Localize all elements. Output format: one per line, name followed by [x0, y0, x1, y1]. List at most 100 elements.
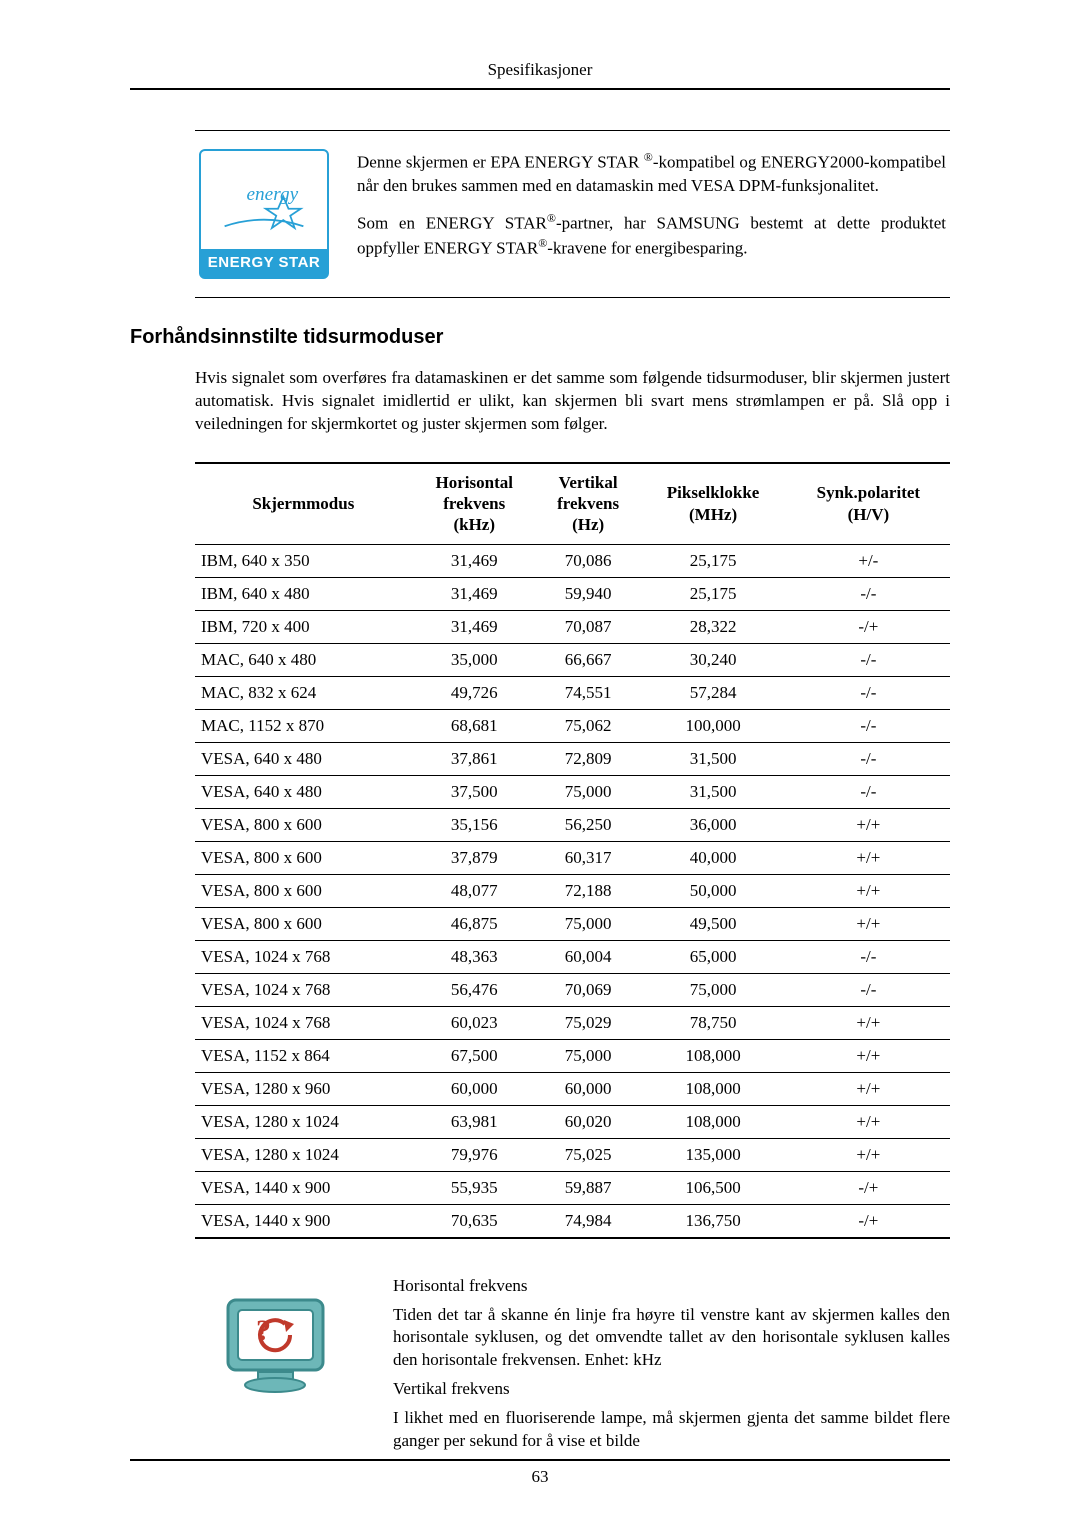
table-header-row: Skjermmodus Horisontal frekvens (kHz) Ve… [195, 463, 950, 544]
hfreq-text: Tiden det tar å skanne én linje fra høyr… [393, 1304, 950, 1373]
h-vfreq-a: Vertikal [559, 473, 618, 492]
hfreq-label: Horisontal frekvens [393, 1275, 950, 1298]
frequency-explain-text: Horisontal frekvens Tiden det tar å skan… [393, 1275, 950, 1460]
table-cell: 60,000 [412, 1072, 537, 1105]
table-cell: 35,156 [412, 808, 537, 841]
table-row: VESA, 800 x 60046,87575,00049,500+/+ [195, 907, 950, 940]
table-cell: -/- [787, 676, 950, 709]
h-hfreq-b: frekvens [443, 494, 505, 513]
table-cell: 136,750 [639, 1204, 786, 1238]
svg-text:energy: energy [247, 184, 299, 205]
table-cell: 31,469 [412, 610, 537, 643]
table-cell: -/+ [787, 610, 950, 643]
table-cell: -/- [787, 940, 950, 973]
table-row: VESA, 1024 x 76848,36360,00465,000-/- [195, 940, 950, 973]
table-row: VESA, 1280 x 102479,97675,025135,000+/+ [195, 1138, 950, 1171]
section-heading: Forhåndsinnstilte tidsurmoduser [130, 326, 950, 349]
table-cell: 135,000 [639, 1138, 786, 1171]
table-cell: 75,000 [537, 775, 640, 808]
table-cell: 46,875 [412, 907, 537, 940]
table-cell: 100,000 [639, 709, 786, 742]
table-cell: -/- [787, 709, 950, 742]
table-cell: 60,020 [537, 1105, 640, 1138]
table-cell: +/+ [787, 907, 950, 940]
table-cell: 75,000 [537, 907, 640, 940]
table-cell: MAC, 832 x 624 [195, 676, 412, 709]
table-cell: -/- [787, 742, 950, 775]
table-cell: IBM, 640 x 480 [195, 577, 412, 610]
table-cell: 31,469 [412, 577, 537, 610]
h-vfreq-c: (Hz) [572, 515, 604, 534]
table-row: MAC, 1152 x 87068,68175,062100,000-/- [195, 709, 950, 742]
table-cell: VESA, 1280 x 1024 [195, 1105, 412, 1138]
table-cell: 108,000 [639, 1072, 786, 1105]
table-cell: 50,000 [639, 874, 786, 907]
table-cell: VESA, 1024 x 768 [195, 1006, 412, 1039]
vfreq-text: I likhet med en fluoriserende lampe, må … [393, 1407, 950, 1453]
page-footer: 63 [130, 1459, 950, 1487]
table-cell: +/+ [787, 1072, 950, 1105]
energy-star-block: energy ENERGY STAR Denne skjermen er EPA… [195, 130, 950, 298]
table-cell: VESA, 800 x 600 [195, 841, 412, 874]
energy-star-text: Denne skjermen er EPA ENERGY STAR ®-komp… [357, 149, 946, 273]
registered-mark: ® [547, 211, 556, 225]
h-vfreq-b: frekvens [557, 494, 619, 513]
col-header-hfreq: Horisontal frekvens (kHz) [412, 463, 537, 544]
table-row: VESA, 1440 x 90070,63574,984136,750-/+ [195, 1204, 950, 1238]
table-cell: VESA, 800 x 600 [195, 907, 412, 940]
document-page: Spesifikasjoner energy ENERGY STAR Denne… [0, 0, 1080, 1527]
energy-paragraph-1: Denne skjermen er EPA ENERGY STAR ®-komp… [357, 149, 946, 198]
table-cell: 106,500 [639, 1171, 786, 1204]
table-cell: 79,976 [412, 1138, 537, 1171]
table-cell: IBM, 640 x 350 [195, 544, 412, 577]
table-row: VESA, 800 x 60035,15656,25036,000+/+ [195, 808, 950, 841]
table-body: IBM, 640 x 35031,46970,08625,175+/-IBM, … [195, 544, 950, 1238]
table-cell: -/+ [787, 1171, 950, 1204]
table-cell: 70,069 [537, 973, 640, 1006]
table-cell: VESA, 1152 x 864 [195, 1039, 412, 1072]
table-cell: +/+ [787, 1039, 950, 1072]
table-cell: VESA, 800 x 600 [195, 808, 412, 841]
energy-paragraph-2: Som en ENERGY STAR®-partner, har SAMSUNG… [357, 210, 946, 261]
table-cell: 56,476 [412, 973, 537, 1006]
table-cell: VESA, 1280 x 960 [195, 1072, 412, 1105]
table-cell: 30,240 [639, 643, 786, 676]
table-cell: -/- [787, 973, 950, 1006]
table-row: IBM, 720 x 40031,46970,08728,322-/+ [195, 610, 950, 643]
table-cell: 36,000 [639, 808, 786, 841]
table-cell: VESA, 1024 x 768 [195, 940, 412, 973]
table-row: IBM, 640 x 48031,46959,94025,175-/- [195, 577, 950, 610]
energy-p2-a: Som en ENERGY STAR [357, 213, 547, 232]
monitor-refresh-icon: ? [195, 1275, 365, 1405]
table-row: VESA, 1280 x 96060,00060,000108,000+/+ [195, 1072, 950, 1105]
table-cell: 75,000 [639, 973, 786, 1006]
energy-star-icon: energy [219, 165, 309, 235]
table-cell: 67,500 [412, 1039, 537, 1072]
col-header-sync: Synk.polaritet (H/V) [787, 463, 950, 544]
frequency-explain-block: ? Horisontal frekvens Tiden det tar å sk… [195, 1275, 950, 1460]
table-cell: 70,087 [537, 610, 640, 643]
energy-star-logo: energy ENERGY STAR [199, 149, 329, 279]
table-row: VESA, 1024 x 76860,02375,02978,750+/+ [195, 1006, 950, 1039]
table-cell: +/+ [787, 1138, 950, 1171]
table-cell: 60,023 [412, 1006, 537, 1039]
h-hfreq-a: Horisontal [436, 473, 513, 492]
table-row: VESA, 1024 x 76856,47670,06975,000-/- [195, 973, 950, 1006]
table-cell: 63,981 [412, 1105, 537, 1138]
table-cell: 75,062 [537, 709, 640, 742]
table-cell: IBM, 720 x 400 [195, 610, 412, 643]
table-cell: 25,175 [639, 544, 786, 577]
table-cell: 48,077 [412, 874, 537, 907]
h-pix-a: Pikselklokke [667, 483, 760, 502]
table-cell: 31,500 [639, 775, 786, 808]
table-cell: 59,887 [537, 1171, 640, 1204]
table-cell: 108,000 [639, 1105, 786, 1138]
table-row: MAC, 832 x 62449,72674,55157,284-/- [195, 676, 950, 709]
table-cell: VESA, 1440 x 900 [195, 1171, 412, 1204]
table-cell: VESA, 640 x 480 [195, 775, 412, 808]
table-cell: 72,188 [537, 874, 640, 907]
table-row: VESA, 1152 x 86467,50075,000108,000+/+ [195, 1039, 950, 1072]
table-cell: 68,681 [412, 709, 537, 742]
table-cell: 37,500 [412, 775, 537, 808]
table-row: VESA, 640 x 48037,50075,00031,500-/- [195, 775, 950, 808]
